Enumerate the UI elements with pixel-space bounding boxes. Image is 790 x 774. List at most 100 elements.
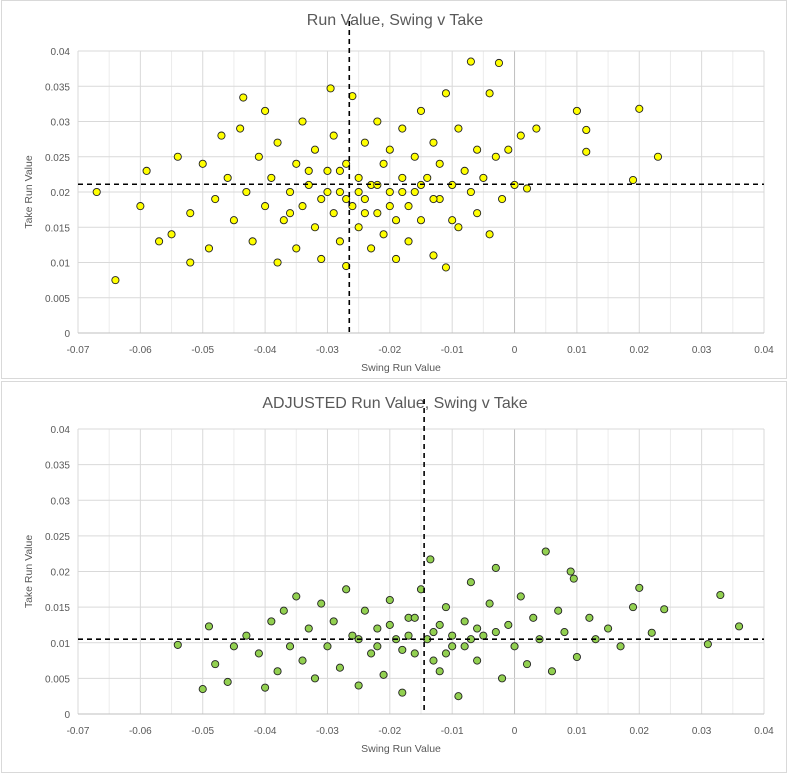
data-point: [223, 173, 232, 182]
scatter-chart-adjusted: -0.07 -0.06 -0.05 -0.04 -0.03 -0.02 -0.01 0 0.01…: [23, 395, 774, 755]
x-tick-label: -0.06: [129, 726, 152, 737]
data-point: [385, 145, 394, 154]
data-point: [554, 606, 563, 615]
y-tick-label: 0.04: [51, 425, 71, 436]
scatter-chart-raw: -0.07 -0.06 -0.05 -0.04 -0.03 -0.02 -0.01 0 0.01…: [23, 12, 774, 374]
data-point: [329, 131, 338, 140]
data-point: [155, 237, 164, 246]
data-point: [310, 145, 320, 154]
data-point: [460, 617, 469, 626]
data-point: [660, 605, 669, 614]
data-point: [198, 159, 207, 168]
data-point: [204, 244, 214, 253]
data-point: [466, 187, 475, 197]
data-point: [373, 117, 382, 126]
data-point: [273, 667, 282, 676]
data-point: [273, 138, 282, 147]
data-point: [267, 617, 276, 626]
data-point: [335, 187, 344, 197]
data-point: [354, 223, 363, 232]
data-point: [186, 258, 195, 267]
data-point: [426, 555, 435, 564]
data-point: [441, 649, 450, 658]
x-tick-label: 0.01: [567, 345, 587, 356]
data-point: [367, 244, 376, 253]
data-point: [273, 258, 282, 267]
data-point: [491, 563, 500, 572]
data-point: [342, 159, 351, 168]
x-tick-label: 0.02: [630, 345, 650, 356]
data-point: [510, 642, 519, 651]
chart-panel-raw: -0.07 -0.06 -0.05 -0.04 -0.03 -0.02 -0.01 0 0.01…: [1, 0, 787, 379]
data-point: [410, 152, 419, 161]
data-point: [585, 613, 594, 622]
data-point: [473, 209, 482, 218]
data-point: [317, 254, 326, 264]
data-point: [529, 613, 538, 622]
data-point: [211, 194, 220, 204]
data-point: [385, 202, 394, 211]
data-point: [522, 660, 532, 669]
data-point: [298, 117, 307, 126]
data-point: [398, 645, 407, 654]
data-point: [111, 276, 120, 285]
data-point: [491, 628, 500, 637]
data-point: [735, 622, 744, 631]
data-point: [329, 617, 338, 626]
x-tick-label: -0.03: [316, 726, 339, 737]
x-tick-label: -0.06: [129, 345, 152, 356]
data-point: [373, 624, 382, 633]
data-point: [441, 603, 450, 612]
data-point: [404, 237, 413, 246]
data-point: [504, 620, 513, 629]
data-point: [267, 173, 276, 182]
data-point: [229, 642, 238, 651]
data-point: [466, 578, 475, 587]
x-tick-label: 0.04: [754, 726, 774, 737]
y-tick-label: 0.035: [45, 82, 70, 93]
data-point: [379, 159, 388, 168]
data-point: [198, 685, 207, 694]
data-point: [310, 223, 320, 232]
data-point: [541, 547, 550, 556]
data-point: [261, 683, 270, 692]
y-tick-label: 0.015: [45, 223, 70, 234]
data-point: [173, 640, 182, 649]
data-point: [522, 184, 532, 193]
data-point: [572, 106, 581, 115]
chart-title: Run Value, Swing v Take: [307, 12, 484, 29]
data-point: [703, 640, 712, 649]
data-point: [385, 620, 394, 629]
y-tick-label: 0.025: [45, 532, 70, 543]
data-point: [254, 152, 263, 161]
data-point: [348, 202, 357, 211]
data-point: [392, 254, 401, 264]
data-point: [582, 147, 591, 156]
data-point: [360, 194, 369, 204]
data-point: [317, 599, 326, 608]
data-point: [441, 89, 450, 98]
data-point: [416, 106, 426, 115]
data-point: [342, 585, 351, 594]
x-tick-label: -0.01: [441, 345, 464, 356]
data-point: [653, 152, 663, 161]
data-point: [285, 642, 295, 651]
data-point: [479, 173, 488, 182]
data-point: [498, 194, 507, 204]
data-point: [398, 688, 407, 697]
y-tick-label: 0: [64, 329, 70, 340]
data-point: [292, 244, 301, 253]
data-point: [466, 57, 475, 66]
data-point: [248, 237, 257, 246]
data-point: [460, 642, 469, 651]
data-point: [404, 202, 413, 211]
data-point: [292, 159, 301, 168]
data-point: [335, 663, 344, 672]
x-axis-title: Swing Run Value: [361, 362, 441, 374]
data-point: [398, 124, 407, 133]
x-tick-label: -0.04: [254, 726, 277, 737]
y-tick-label: 0.01: [51, 639, 71, 650]
data-point: [211, 660, 220, 669]
data-point: [494, 58, 504, 68]
data-point: [335, 166, 344, 175]
